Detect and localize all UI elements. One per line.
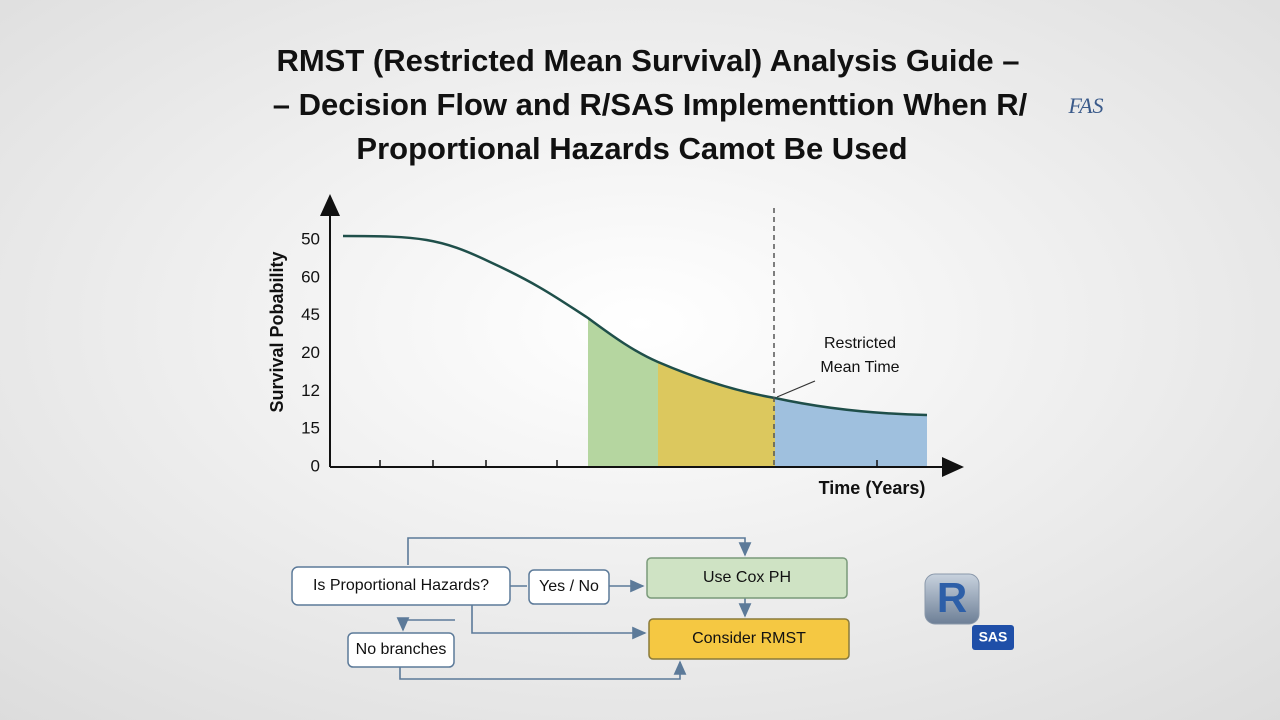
connector — [396, 617, 455, 632]
y-tick-label: 60 — [301, 267, 320, 286]
survival-curve — [342, 234, 928, 417]
area-yellow — [658, 362, 775, 467]
title-line: RMST (Restricted Mean Survival) Analysis… — [276, 43, 1019, 78]
y-tick-label: 0 — [311, 456, 320, 475]
y-ticks: 50 60 45 20 12 15 0 — [301, 229, 320, 475]
r-logo-text: R — [937, 574, 967, 621]
node-box — [528, 569, 610, 605]
sas-logo-text: SAS — [979, 629, 1008, 645]
y-tick-label: 45 — [301, 305, 320, 324]
annotation: Mean Time — [820, 359, 899, 376]
connector — [399, 660, 687, 680]
node-box — [347, 632, 455, 668]
y-tick-label: 12 — [301, 381, 320, 400]
node-label: Use Cox PH — [703, 569, 791, 586]
y-tick-label: 20 — [301, 343, 320, 362]
title-line: Proportional Hazards Camot Be Used — [356, 131, 907, 166]
annotation: Restricted — [824, 335, 896, 352]
y-axis-label: Survival Pobability — [267, 251, 287, 412]
x-axis-label: Time (Years) — [819, 478, 926, 498]
r-logo — [924, 573, 980, 625]
title-mark: FAS — [1067, 93, 1103, 118]
x-ticks — [379, 460, 878, 467]
title-line: – Decision Flow and R/SAS Implementtion … — [273, 87, 1028, 122]
y-tick-label: 15 — [301, 419, 320, 438]
sas-logo — [972, 625, 1014, 650]
connector — [407, 537, 752, 565]
connector — [471, 605, 647, 640]
area-green — [588, 318, 658, 467]
node-label: Consider RMST — [692, 630, 806, 647]
node-box — [646, 557, 848, 599]
area-blue — [775, 398, 927, 467]
y-tick-label: 50 — [301, 229, 320, 248]
node-label: Is Proportional Hazards? — [313, 577, 489, 594]
node-box — [648, 618, 850, 660]
annotation-leader — [776, 380, 816, 398]
node-box — [291, 566, 511, 606]
node-label: Yes / No — [539, 578, 599, 595]
node-label: No branches — [356, 641, 447, 658]
